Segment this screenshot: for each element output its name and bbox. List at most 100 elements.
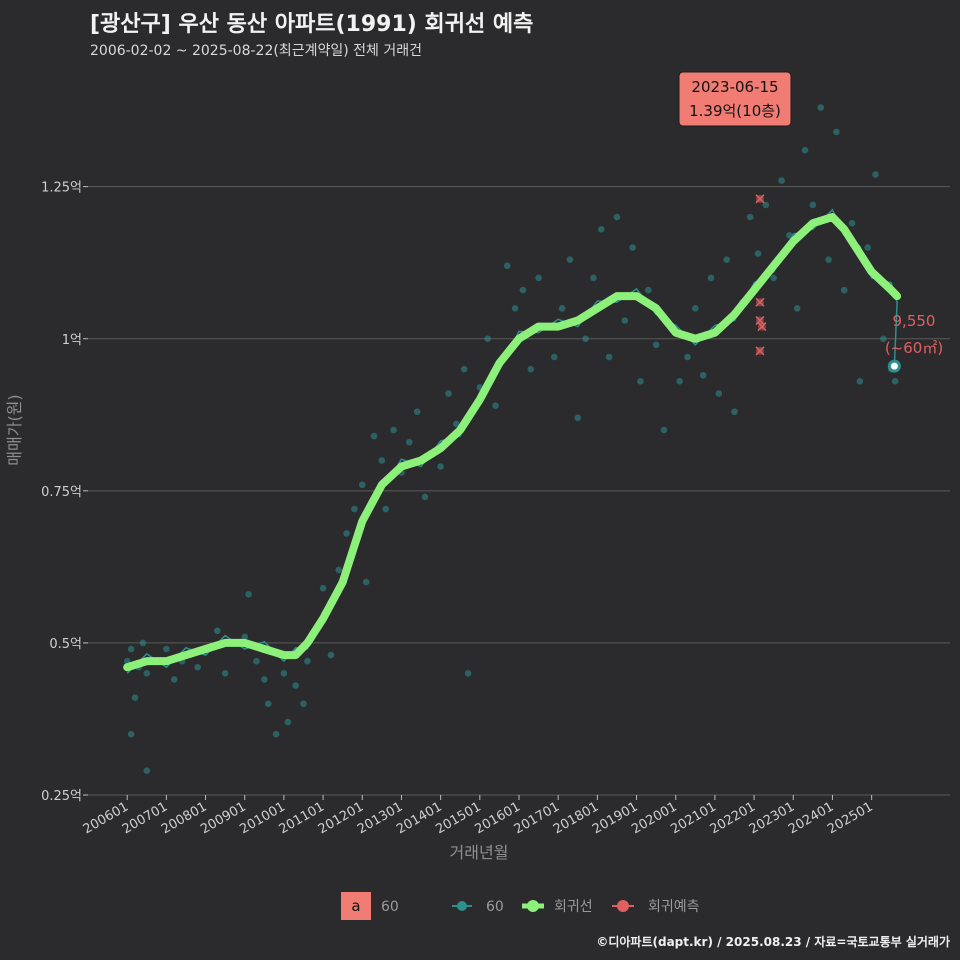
callout-box	[678, 71, 792, 127]
data-point	[280, 670, 288, 677]
data-point	[660, 426, 668, 434]
data-point	[848, 219, 856, 227]
legend-label: 회귀예측	[648, 899, 700, 915]
data-point	[284, 718, 292, 726]
data-point	[437, 463, 444, 470]
data-point	[590, 274, 597, 282]
scatter-layer	[123, 104, 899, 774]
data-point	[335, 566, 343, 574]
data-point	[253, 657, 260, 665]
data-point	[143, 767, 151, 774]
data-point	[163, 645, 170, 653]
data-point	[723, 256, 730, 263]
data-point	[825, 256, 832, 263]
y-axis-title: 매매가(원)	[5, 394, 24, 465]
callout-value: 1.39억(10층)	[689, 102, 781, 120]
data-point	[692, 305, 699, 312]
data-point	[319, 584, 327, 592]
legend-box-key	[341, 892, 371, 920]
series-line-60	[126, 208, 898, 674]
data-point	[304, 657, 311, 665]
footer-credit: ©디아파트(dapt.kr) / 2025.08.23 / 자료=국토교통부 실…	[596, 935, 950, 949]
data-point	[676, 378, 683, 385]
data-point	[880, 335, 887, 343]
data-point	[613, 213, 621, 221]
y-tick-label: 0.5억	[49, 637, 82, 652]
regression-layer	[123, 208, 902, 674]
callout-date: 2023-06-15	[691, 78, 778, 96]
data-point	[731, 408, 738, 416]
legend-label: 60	[381, 899, 399, 915]
regression-line	[123, 213, 902, 672]
x-axis-title: 거래년월	[450, 843, 509, 862]
data-point	[351, 505, 358, 513]
data-point	[241, 633, 249, 641]
data-point	[856, 378, 864, 385]
x-tick-label: 202501	[825, 799, 875, 837]
data-point	[817, 104, 824, 111]
data-point	[801, 146, 809, 154]
data-point	[566, 256, 574, 263]
data-point	[550, 353, 558, 361]
data-point	[358, 481, 366, 489]
data-point	[194, 663, 202, 671]
prediction-point	[755, 346, 765, 356]
y-tick-label: 0.75억	[41, 485, 82, 500]
data-point	[637, 378, 644, 385]
legend-key-point	[457, 901, 467, 911]
prediction-point	[755, 194, 765, 204]
data-point	[421, 493, 429, 501]
data-point	[292, 682, 299, 689]
data-point	[221, 670, 229, 677]
legend-label: 60	[486, 899, 504, 915]
data-point	[131, 694, 139, 701]
y-tick-label: 1.25억	[41, 181, 82, 196]
data-point	[214, 627, 221, 635]
data-point	[793, 305, 801, 312]
data-point	[464, 670, 472, 677]
data-point	[597, 225, 605, 233]
legend-key-point	[527, 900, 539, 912]
data-point	[645, 286, 652, 294]
data-point	[362, 578, 370, 586]
data-point	[582, 335, 589, 343]
data-point	[652, 341, 660, 349]
data-point	[770, 274, 777, 282]
data-point	[699, 371, 707, 379]
data-point	[245, 590, 252, 598]
data-point	[746, 213, 754, 221]
data-point	[378, 457, 386, 464]
data-point	[390, 426, 397, 434]
data-point	[558, 305, 566, 312]
data-point	[484, 335, 491, 343]
annotation-layer: 2023-06-15 1.39억(10층) 9,550 (~60㎡)	[678, 71, 943, 373]
data-point	[370, 432, 378, 440]
legend-key-point	[617, 900, 629, 912]
last-point-value: 9,550	[893, 312, 936, 330]
data-point	[261, 676, 268, 683]
data-point	[833, 128, 840, 136]
data-point	[707, 274, 715, 282]
data-point	[405, 438, 413, 446]
data-point	[574, 414, 582, 422]
data-point	[382, 505, 390, 513]
last-point-marker	[887, 359, 901, 373]
data-point	[605, 353, 613, 361]
data-point	[629, 244, 636, 251]
data-point	[327, 651, 335, 659]
data-point	[754, 250, 762, 257]
data-point	[840, 286, 848, 294]
data-point	[300, 700, 307, 708]
axis-layer: 0.25억0.5억0.75억1억1.25억2006012007012008012…	[5, 181, 876, 862]
y-tick-label: 1억	[62, 333, 82, 348]
data-point	[445, 390, 452, 397]
data-point	[143, 670, 151, 677]
last-point-area: (~60㎡)	[885, 339, 943, 357]
y-tick-label: 0.25억	[41, 789, 82, 804]
data-point	[762, 201, 770, 209]
prediction-point	[755, 315, 765, 326]
data-point	[343, 530, 350, 537]
data-point	[864, 244, 872, 251]
prediction-point	[755, 297, 765, 307]
data-point	[891, 378, 899, 385]
